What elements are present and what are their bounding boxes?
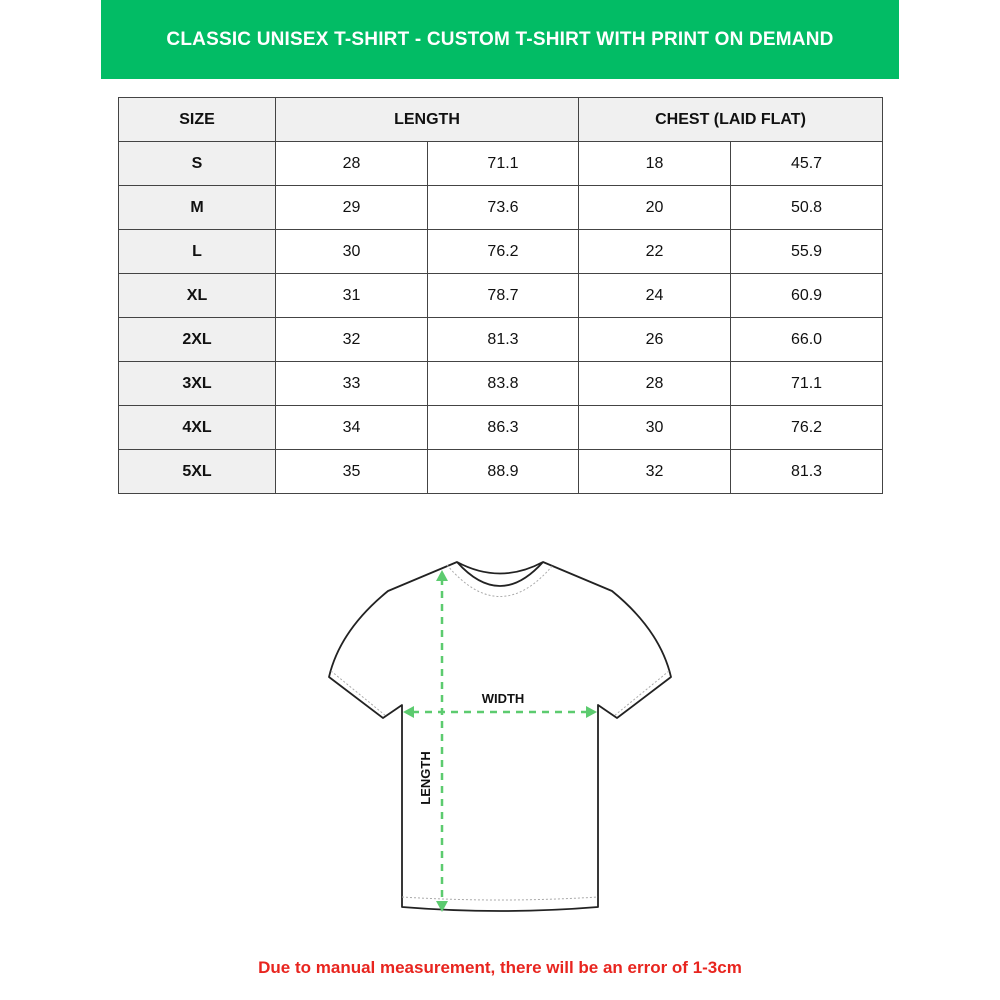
size-chart-table: SIZE LENGTH CHEST (LAID FLAT) S 28 71.1 18 4… xyxy=(118,97,884,494)
length-cm-cell: 86.3 xyxy=(427,405,579,450)
chest-in-cell: 26 xyxy=(578,317,731,362)
chest-cm-cell: 45.7 xyxy=(729,141,884,186)
chest-in-cell: 32 xyxy=(578,449,731,494)
chest-in-cell: 30 xyxy=(578,405,731,450)
arrow-down-icon xyxy=(436,901,448,912)
length-in-cell: 29 xyxy=(275,185,428,230)
chest-cm-cell: 76.2 xyxy=(729,405,884,450)
length-cm-cell: 83.8 xyxy=(427,361,579,406)
measurement-note: Due to manual measurement, there will be… xyxy=(258,958,742,977)
table-row: L 30 76.2 22 55.9 xyxy=(118,229,884,274)
size-cell: 5XL xyxy=(118,449,276,494)
table-row: 3XL 33 83.8 28 71.1 xyxy=(118,361,884,406)
tshirt-outline xyxy=(328,561,672,912)
size-cell: XL xyxy=(118,273,276,318)
table-row: M 29 73.6 20 50.8 xyxy=(118,185,884,230)
length-cm-cell: 81.3 xyxy=(427,317,579,362)
length-label: LENGTH xyxy=(418,751,433,804)
table-header-row: SIZE LENGTH CHEST (LAID FLAT) xyxy=(118,97,884,142)
arrow-up-icon xyxy=(436,570,448,581)
chest-in-cell: 28 xyxy=(578,361,731,406)
length-in-cell: 33 xyxy=(275,361,428,406)
length-in-cell: 34 xyxy=(275,405,428,450)
chest-cm-cell: 81.3 xyxy=(729,449,884,494)
header-size: SIZE xyxy=(118,97,276,142)
size-cell: L xyxy=(118,229,276,274)
size-cell: 2XL xyxy=(118,317,276,362)
table-row: 5XL 35 88.9 32 81.3 xyxy=(118,449,884,494)
length-cm-cell: 71.1 xyxy=(427,141,579,186)
table-row: S 28 71.1 18 45.7 xyxy=(118,141,884,186)
arrow-right-icon xyxy=(586,706,597,718)
length-in-cell: 28 xyxy=(275,141,428,186)
title-banner: CLASSIC UNISEX T-SHIRT - CUSTOM T-SHIRT … xyxy=(101,0,899,79)
size-cell: M xyxy=(118,185,276,230)
chest-cm-cell: 60.9 xyxy=(729,273,884,318)
chest-in-cell: 24 xyxy=(578,273,731,318)
length-in-cell: 30 xyxy=(275,229,428,274)
length-cm-cell: 73.6 xyxy=(427,185,579,230)
chest-in-cell: 20 xyxy=(578,185,731,230)
chest-in-cell: 22 xyxy=(578,229,731,274)
size-cell: S xyxy=(118,141,276,186)
chest-cm-cell: 55.9 xyxy=(729,229,884,274)
table-row: 4XL 34 86.3 30 76.2 xyxy=(118,405,884,450)
header-chest: CHEST (LAID FLAT) xyxy=(577,97,884,142)
length-cm-cell: 88.9 xyxy=(427,449,579,494)
chest-cm-cell: 50.8 xyxy=(729,185,884,230)
size-cell: 4XL xyxy=(118,405,276,450)
width-label: WIDTH xyxy=(482,691,525,706)
chest-cm-cell: 66.0 xyxy=(729,317,884,362)
arrow-left-icon xyxy=(403,706,414,718)
length-in-cell: 35 xyxy=(275,449,428,494)
